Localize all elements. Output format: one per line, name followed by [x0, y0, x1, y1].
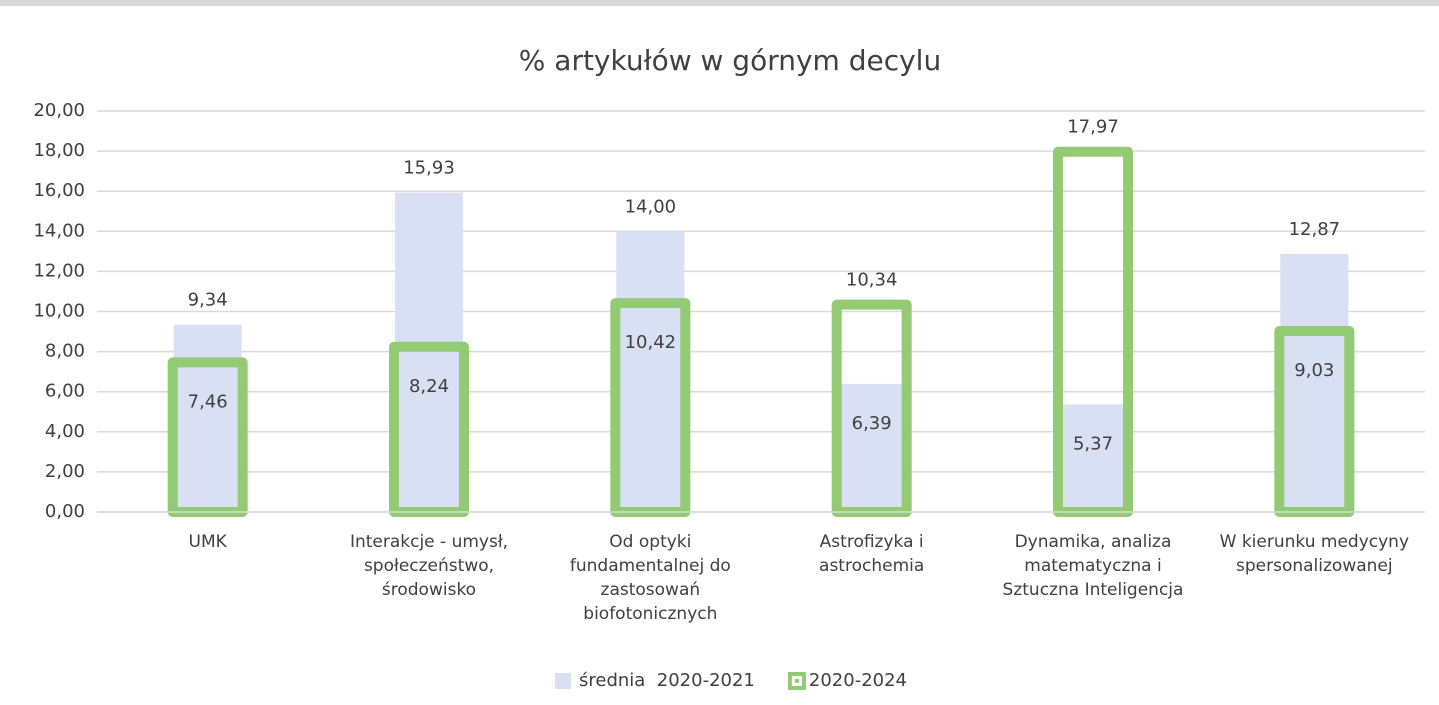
x-tick-label: Od optyki fundamentalnej do zastosowań b… — [569, 532, 731, 624]
y-tick-label: 14,00 — [33, 220, 85, 241]
x-tick-label: Dynamika, analiza matematyczna i Sztuczn… — [1002, 532, 1184, 600]
value-label: 12,87 — [1289, 219, 1341, 240]
y-tick-label: 6,00 — [45, 381, 85, 402]
x-tick-label: W kierunku medycyny spersonalizowanej — [1219, 532, 1410, 576]
chart-title: % artykułów w górnym decylu — [519, 44, 941, 77]
bar — [1280, 253, 1349, 513]
y-tick-label: 16,00 — [33, 180, 85, 201]
x-tick-label: Interakcje - umysł, społeczeństwo, środo… — [349, 532, 509, 600]
bar — [616, 231, 685, 513]
legend-swatch-dot — [794, 679, 799, 683]
chart: % artykułów w górnym decylu 0,00 2,00 4,00… — [33, 44, 1425, 691]
y-tick-label: 20,00 — [33, 100, 85, 121]
y-tick-label: 4,00 — [45, 421, 85, 442]
y-tick-label: 10,00 — [33, 301, 85, 322]
y-tick-label: 0,00 — [45, 501, 85, 522]
y-tick-label: 12,00 — [33, 260, 85, 281]
value-label: 10,34 — [846, 270, 898, 291]
y-tick-label: 8,00 — [45, 341, 85, 362]
value-label: 9,03 — [1294, 360, 1334, 381]
value-label: 15,93 — [403, 158, 455, 179]
value-label: 8,24 — [409, 376, 449, 397]
bar — [1059, 404, 1127, 512]
value-label: 6,39 — [852, 413, 892, 434]
bar — [173, 324, 242, 512]
bar — [837, 383, 906, 512]
legend-swatch — [555, 673, 571, 689]
y-tick-label: 18,00 — [33, 140, 85, 161]
value-label: 7,46 — [188, 391, 228, 412]
x-tick-label: UMK — [188, 532, 227, 552]
y-tick-label: 2,00 — [45, 461, 85, 482]
value-label: 5,37 — [1073, 433, 1113, 454]
value-label: 17,97 — [1067, 117, 1119, 138]
value-label: 10,42 — [625, 332, 677, 353]
legend-label: średnia 2020-2021 — [579, 670, 755, 691]
value-label: 9,34 — [188, 290, 228, 311]
value-label: 14,00 — [625, 196, 677, 217]
x-tick-label: Astrofizyka i astrochemia — [819, 532, 925, 576]
legend-label: 2020-2024 — [809, 670, 907, 691]
bar — [395, 192, 463, 512]
